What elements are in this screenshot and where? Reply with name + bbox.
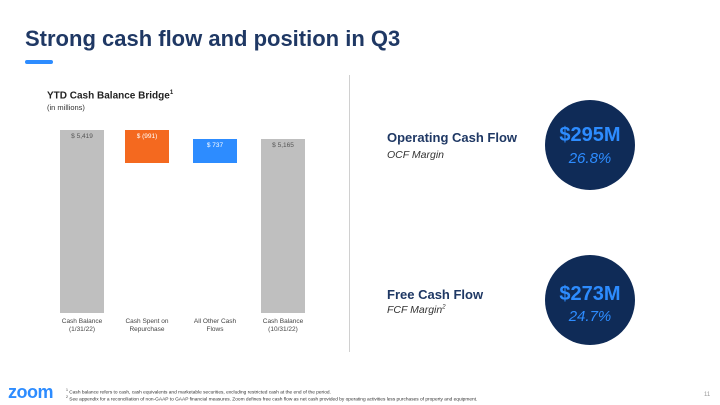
chart-title-note: 1: [169, 90, 174, 96]
x-tick-label: Cash Balance (1/31/22): [61, 318, 103, 333]
kpi-circle: [545, 100, 635, 190]
kpi-circle: [545, 255, 635, 345]
bar: [60, 130, 104, 313]
kpi-label: Free Cash Flow: [387, 287, 484, 302]
chart-subtitle: (in millions): [47, 103, 85, 112]
value-label: $ 5,419: [71, 133, 93, 140]
chart-title-text: YTD Cash Balance Bridge: [47, 90, 170, 102]
kpi-label: Operating Cash Flow: [387, 130, 518, 145]
logo: zoom: [8, 382, 54, 402]
title-rule: [25, 60, 53, 64]
kpi-value: $295M: [559, 124, 621, 146]
bar: [193, 138, 237, 164]
kpi-margin: 24.7%: [568, 308, 612, 325]
divider: [349, 75, 350, 352]
chart-title: YTD Cash Balance Bridge1: [47, 90, 173, 101]
x-tick-label: Cash Spent on Repurchase: [125, 318, 169, 333]
footnote-mark: 2: [66, 395, 68, 399]
page-number: 11: [704, 392, 711, 398]
footnote: 2 See appendix for a reconciliation of n…: [66, 395, 477, 403]
value-label: $ 5,165: [272, 141, 294, 149]
bar: [261, 138, 305, 313]
kpi-margin: 26.8%: [568, 150, 612, 167]
chart: $ 5,419 Cash Balance (1/31/22) $ (991) Cash…: [0, 0, 350, 360]
bar: [125, 130, 169, 164]
slide-title: Strong cash flow and position in Q3: [25, 26, 401, 51]
x-tick-label: All Other Cash Flows: [193, 318, 237, 333]
footnote-text: Cash balance refers to cash, cash equiva…: [69, 390, 331, 396]
footnote: 1 Cash balance refers to cash, cash equi…: [66, 388, 331, 396]
kpi-sublabel-text: FCF Margin: [387, 304, 443, 316]
kpi-note: 2: [442, 304, 446, 311]
value-label: $ (991): [136, 133, 158, 140]
footnote-mark: 1: [66, 388, 68, 392]
value-label: $ 737: [206, 141, 224, 149]
x-tick-label: Cash Balance (10/31/22): [262, 318, 304, 333]
footnote-text: See appendix for a reconciliation of non…: [69, 397, 478, 403]
kpi-sublabel: OCF Margin: [387, 149, 444, 161]
kpi-sublabel: FCF Margin2: [387, 304, 446, 316]
kpi-value: $273M: [559, 283, 621, 305]
